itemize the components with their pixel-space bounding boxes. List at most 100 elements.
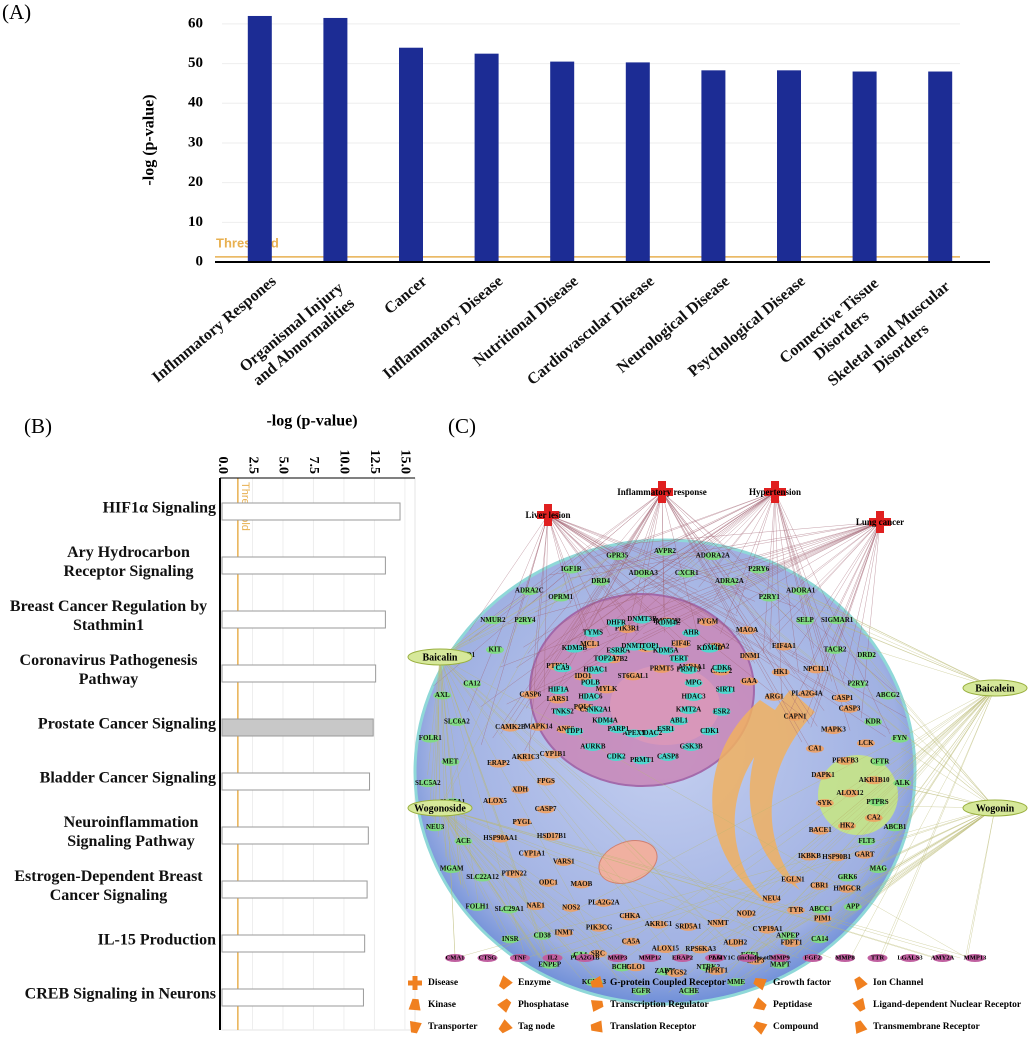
edge: [662, 491, 776, 548]
bar: [777, 70, 801, 262]
gene-label: GART: [855, 850, 875, 858]
edge: [548, 521, 881, 576]
legend-icon: [498, 1019, 513, 1034]
gene-node: [726, 938, 745, 947]
edge: [439, 656, 736, 959]
bottom-node: [445, 954, 465, 962]
gene-node: [442, 865, 461, 874]
gene-label: MAOB: [571, 880, 593, 888]
gene-label: MAPK14: [524, 722, 553, 730]
gene-label: LARS1: [547, 695, 570, 703]
edge: [467, 514, 549, 712]
gene-node: [513, 818, 532, 827]
edge: [439, 656, 968, 959]
gene-node: [529, 722, 548, 731]
gene-node: [618, 625, 637, 634]
gene-node: [551, 593, 570, 602]
edge: [735, 491, 776, 614]
gene-node: [800, 852, 819, 861]
edge: [439, 807, 973, 959]
legend-icon: [497, 998, 512, 1013]
bar: [247, 15, 272, 262]
edge: [439, 807, 536, 957]
gene-node: [631, 987, 650, 996]
gene-label: MPG: [685, 679, 702, 687]
edge: [764, 521, 881, 572]
edge: [439, 656, 745, 959]
bottom-node: [607, 954, 628, 962]
edge: [635, 491, 663, 632]
edge: [901, 687, 996, 750]
gene-node: [620, 912, 639, 921]
gene-label: MAPK3: [821, 726, 846, 734]
gene-node: [680, 987, 699, 996]
gene-label: PYGL: [513, 818, 533, 826]
disease-node: [658, 481, 666, 503]
gene-label: CAMK2B: [495, 723, 526, 731]
gene-node: [553, 664, 572, 673]
gene-label: EGLN1: [781, 875, 805, 883]
edge: [547, 514, 771, 665]
gene-label: KDR: [865, 718, 882, 726]
gene-node: [543, 750, 562, 759]
disease-node: [544, 504, 552, 526]
disease-node: [771, 481, 779, 503]
edge: [735, 807, 996, 959]
edge: [842, 625, 996, 689]
panel-label: (C): [448, 414, 476, 438]
gene-label: MAG: [870, 865, 888, 873]
gene-node: [633, 615, 651, 624]
edge: [750, 521, 881, 663]
y-tick-label: 50: [188, 55, 203, 71]
gene-label: CASP3: [839, 704, 861, 712]
gene-label: CA14: [811, 935, 829, 943]
gene-label: GLO1: [626, 963, 646, 971]
x-tick-label: 5.0: [276, 457, 291, 475]
gene-node: [641, 729, 660, 738]
legend-label: Growth factor: [773, 978, 832, 988]
edge: [652, 491, 776, 595]
gene-label: TACR2: [824, 645, 847, 653]
gene-node: [815, 799, 834, 808]
legend-label: Kinase: [428, 1000, 456, 1010]
edge: [661, 491, 803, 743]
gene-label: ALOX15: [652, 945, 680, 953]
y-tick-label: 0: [196, 253, 204, 269]
gene-label: HSP90B1: [822, 853, 851, 861]
gene-node: [684, 679, 703, 688]
gene-node: [609, 725, 628, 734]
bottom-label: ERAP2: [672, 954, 693, 961]
edge: [868, 807, 996, 887]
gene-label: IDO1: [575, 672, 592, 680]
gene-label: SELP: [796, 616, 814, 624]
edge: [713, 687, 996, 988]
gene-node: [857, 837, 876, 846]
gene-node: [511, 785, 530, 794]
gene-label: HMGCR: [833, 884, 862, 892]
gene-label: KDM5B: [562, 644, 588, 652]
edge: [965, 807, 996, 959]
y-tick-label: Breast Cancer Regulation by Stathmin1: [9, 598, 208, 634]
gene-label: NPC1L1: [803, 665, 830, 673]
gene-label: ABCG2: [876, 691, 900, 699]
gene-node: [827, 853, 846, 862]
gene-node: [623, 672, 642, 681]
gene-label: CASP7: [535, 805, 557, 813]
gene-label: ARG1: [765, 692, 785, 700]
gene-label: ABL1: [670, 717, 688, 725]
edge: [850, 687, 996, 959]
gene-node: [597, 685, 616, 694]
legend-icon: [854, 976, 868, 991]
gene-label: CDK6: [712, 664, 732, 672]
gene-label: ANSS: [557, 725, 575, 733]
bottom-label: AMY1C (includes others): [712, 954, 783, 961]
bottom-node: [802, 954, 823, 962]
compound-label: Baicalin: [422, 652, 457, 663]
gene-label: PIM1: [814, 914, 832, 922]
gene-label: GPR35: [606, 552, 628, 560]
bottom-label: FGF2: [804, 954, 820, 961]
gene-label: CA12: [463, 680, 481, 688]
edge: [677, 551, 996, 809]
gene-label: KMT2A: [676, 706, 701, 714]
